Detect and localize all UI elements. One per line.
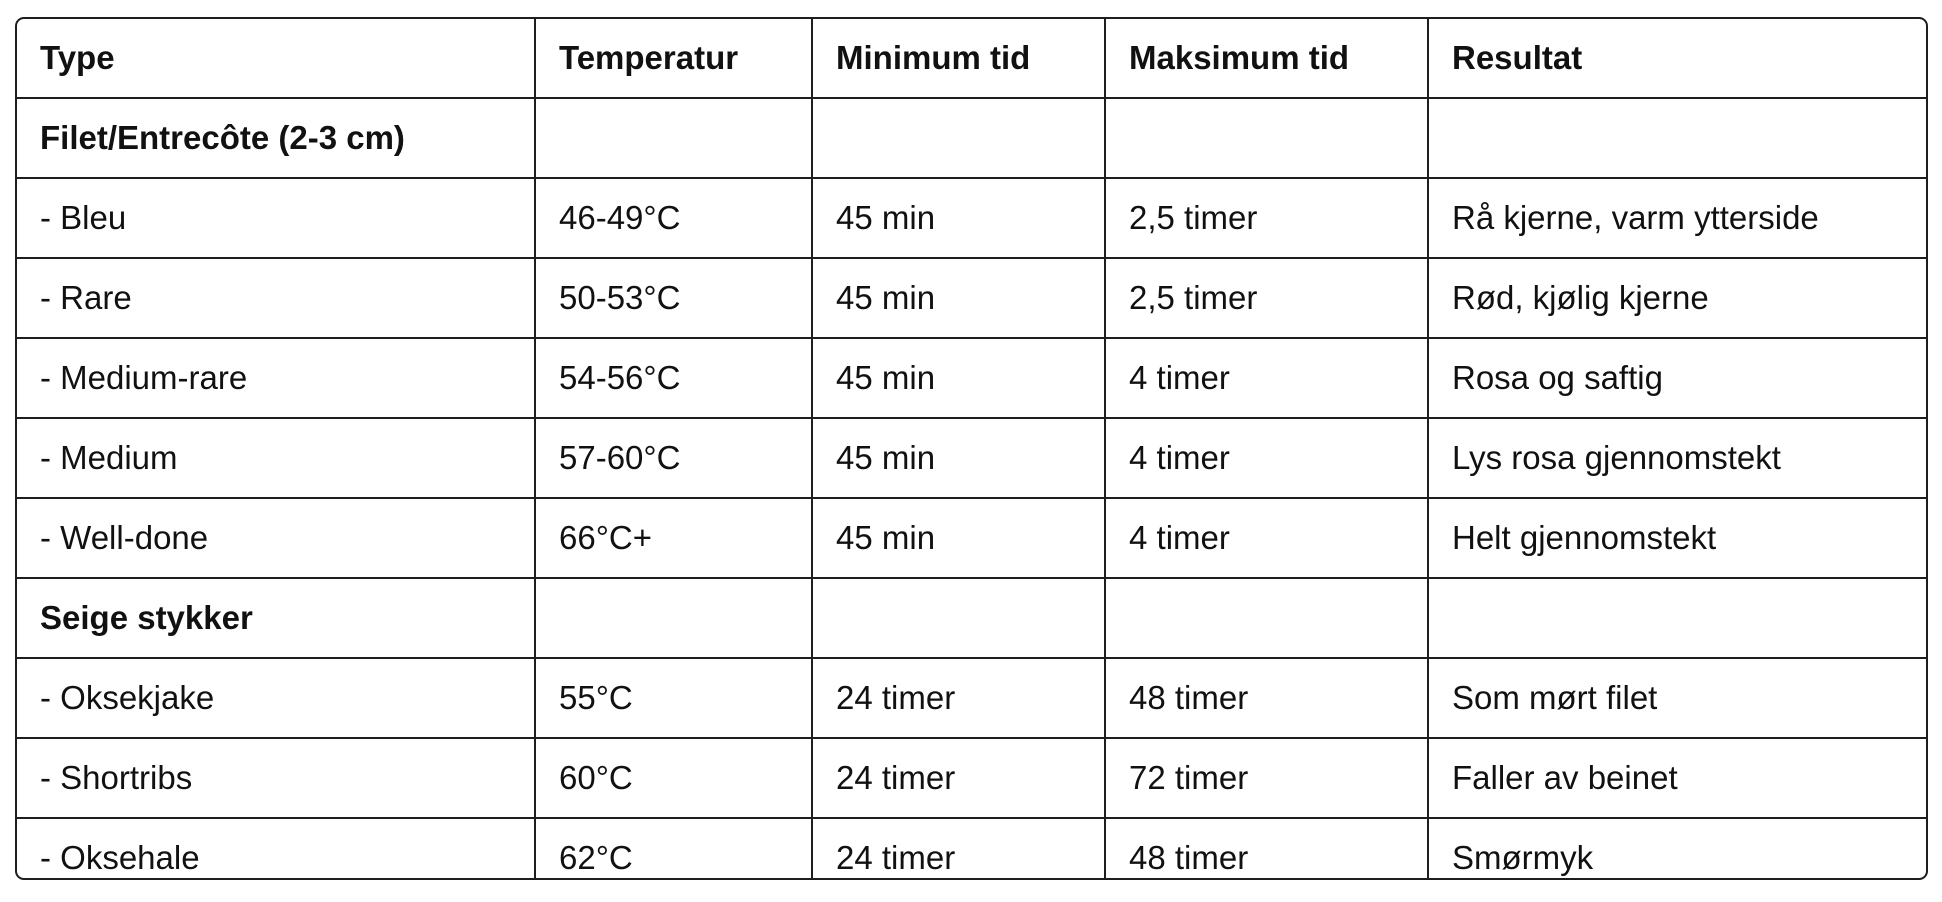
- table-row: - Rare 50-53°C 45 min 2,5 timer Rød, kjølig …: [17, 257, 1926, 339]
- empty-cell: [534, 577, 813, 659]
- cell: 24 timer: [811, 817, 1106, 878]
- cell: Filet/Entrecôte (2-3 cm): [17, 98, 536, 179]
- cell: 62°C: [534, 817, 813, 878]
- header-cell: Temperatur: [534, 19, 813, 99]
- cell: 46-49°C: [534, 177, 813, 259]
- cell: 57-60°C: [534, 417, 813, 499]
- cell: - Oksehale: [17, 817, 536, 878]
- cell: - Rare: [17, 257, 536, 339]
- cell: 45 min: [811, 337, 1106, 419]
- header-cell: Minimum tid: [811, 19, 1106, 99]
- header-cell: Resultat: [1427, 19, 1926, 99]
- cell: 4 timer: [1104, 337, 1429, 419]
- cell: 45 min: [811, 177, 1106, 259]
- cell: Faller av beinet: [1427, 737, 1926, 819]
- cell: 24 timer: [811, 657, 1106, 739]
- empty-cell: [1104, 577, 1429, 659]
- cell: Helt gjennomstekt: [1427, 497, 1926, 579]
- header-cell: Type: [17, 19, 536, 99]
- cell: 72 timer: [1104, 737, 1429, 819]
- empty-cell: [534, 98, 813, 179]
- table-row: - Bleu 46-49°C 45 min 2,5 timer Rå kjerne, v…: [17, 177, 1926, 259]
- cell: 45 min: [811, 257, 1106, 339]
- cell: Seige stykker: [17, 577, 536, 659]
- cell: Rød, kjølig kjerne: [1427, 257, 1926, 339]
- empty-cell: [1427, 577, 1926, 659]
- cell: Rå kjerne, varm ytterside: [1427, 177, 1926, 259]
- cell: 4 timer: [1104, 497, 1429, 579]
- empty-cell: [1104, 98, 1429, 179]
- header-row: Type Temperatur Minimum tid Maksimum tid Res…: [17, 19, 1926, 99]
- cell: 2,5 timer: [1104, 257, 1429, 339]
- table-row: - Well-done 66°C+ 45 min 4 timer Helt gjenno…: [17, 497, 1926, 579]
- cell: 45 min: [811, 417, 1106, 499]
- cell: 48 timer: [1104, 817, 1429, 878]
- empty-cell: [1427, 98, 1926, 179]
- cell: Som mørt filet: [1427, 657, 1926, 739]
- cell: 55°C: [534, 657, 813, 739]
- cell: 66°C+: [534, 497, 813, 579]
- cell: - Medium: [17, 417, 536, 499]
- table-row: - Medium-rare 54-56°C 45 min 4 timer Rosa og…: [17, 337, 1926, 419]
- cell: - Shortribs: [17, 737, 536, 819]
- cell: Rosa og saftig: [1427, 337, 1926, 419]
- cell: 2,5 timer: [1104, 177, 1429, 259]
- table-row: - Medium 57-60°C 45 min 4 timer Lys rosa gje…: [17, 417, 1926, 499]
- cell: 60°C: [534, 737, 813, 819]
- cell: - Bleu: [17, 177, 536, 259]
- empty-cell: [811, 98, 1106, 179]
- group-row: Seige stykker: [17, 577, 1926, 659]
- cell: Lys rosa gjennomstekt: [1427, 417, 1926, 499]
- group-row: Filet/Entrecôte (2-3 cm): [17, 98, 1926, 179]
- cell: - Medium-rare: [17, 337, 536, 419]
- empty-cell: [811, 577, 1106, 659]
- cell: Smørmyk: [1427, 817, 1926, 878]
- cell: 4 timer: [1104, 417, 1429, 499]
- table-row: - Shortribs 60°C 24 timer 72 timer Faller av…: [17, 737, 1926, 819]
- cell: 48 timer: [1104, 657, 1429, 739]
- cell: 45 min: [811, 497, 1106, 579]
- cell: - Oksekjake: [17, 657, 536, 739]
- cell: - Well-done: [17, 497, 536, 579]
- cell: 50-53°C: [534, 257, 813, 339]
- data-table: Type Temperatur Minimum tid Maksimum tid Res…: [17, 19, 1926, 878]
- header-cell: Maksimum tid: [1104, 19, 1429, 99]
- table-container: Type Temperatur Minimum tid Maksimum tid Res…: [15, 17, 1928, 880]
- cell: 24 timer: [811, 737, 1106, 819]
- cell: 54-56°C: [534, 337, 813, 419]
- table-row: - Oksekjake 55°C 24 timer 48 timer Som mørt …: [17, 657, 1926, 739]
- table-row: - Oksehale 62°C 24 timer 48 timer Smørmyk: [17, 817, 1926, 878]
